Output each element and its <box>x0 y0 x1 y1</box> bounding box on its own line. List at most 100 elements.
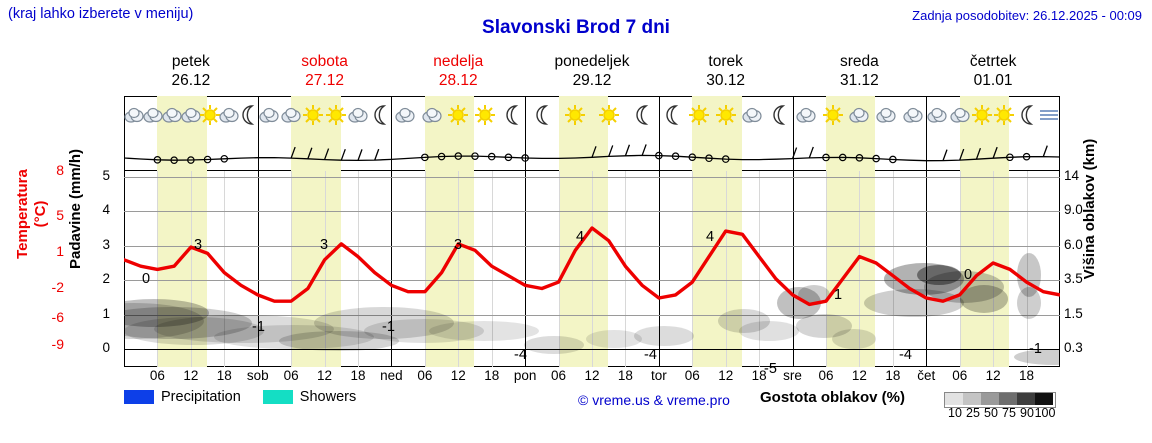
grid-line <box>458 171 460 367</box>
sky-icon-cloud <box>280 104 302 130</box>
sky-icon-cloud <box>949 104 971 130</box>
temperature-tick: 1 <box>56 243 64 259</box>
temperature-point-label: 3 <box>194 237 203 253</box>
daylight-band <box>558 140 609 171</box>
sky-icon-sun <box>564 104 586 130</box>
temperature-point-label: -4 <box>514 347 527 363</box>
wind-barb-row <box>124 144 1060 164</box>
sky-icon-cloud <box>848 104 870 130</box>
hour-tick-label: 18 <box>885 368 901 383</box>
density-swatch <box>945 393 963 405</box>
grid-line <box>391 171 393 367</box>
hour-tick-label: 12 <box>985 368 1001 383</box>
sky-icon-cloud <box>741 104 763 130</box>
temperature-tick: 5 <box>56 207 64 223</box>
hour-tick-label: 12 <box>450 368 466 383</box>
cloud-density-legend-title: Gostota oblakov (%) <box>760 389 906 406</box>
grid-line-horizontal <box>124 349 1060 350</box>
hour-tick-label: 12 <box>183 368 199 383</box>
daylight-band <box>291 171 341 367</box>
day-date: 31.12 <box>839 72 879 89</box>
hour-tick-label: 06 <box>684 368 700 383</box>
hour-tick-label: 06 <box>283 368 299 383</box>
day-header-0: petek 26.12 <box>124 52 258 90</box>
hour-tick-label: 18 <box>216 368 232 383</box>
daylight-band <box>826 140 876 171</box>
precipitation-tick: 2 <box>102 271 110 287</box>
day-name: nedelja <box>433 53 484 70</box>
grid-line-horizontal <box>124 177 1060 178</box>
temperature-point-label: -1 <box>252 319 265 335</box>
temperature-point-label: 4 <box>576 229 585 245</box>
sky-icon-moon <box>768 104 790 130</box>
density-swatch <box>981 393 999 405</box>
showers-legend-label: Showers <box>299 388 357 405</box>
grid-line <box>224 171 226 367</box>
hour-tick-label: 06 <box>551 368 567 383</box>
cloud-height-tick: 6.0 <box>1064 236 1083 252</box>
density-tick-label: 100 <box>1034 406 1056 420</box>
cloud-height-tick: 0.3 <box>1064 340 1083 355</box>
density-tick-label: 90 <box>1020 406 1034 420</box>
credit-link[interactable]: © vreme.us & vreme.pro <box>578 392 730 408</box>
grid-line <box>358 171 359 367</box>
daylight-band <box>157 140 207 171</box>
precipitation-tick: 1 <box>102 305 110 321</box>
temperature-point-label: -1 <box>382 319 395 335</box>
grid-line <box>558 171 560 367</box>
day-header-3: ponedeljek 29.12 <box>525 52 659 90</box>
sky-icon-cloud <box>161 104 183 130</box>
grid-line <box>759 171 761 367</box>
sky-icon-cloud <box>875 104 897 130</box>
density-tick-label: 10 <box>948 406 962 420</box>
showers-color-swatch <box>262 389 293 404</box>
hour-tick-label: 12 <box>718 368 734 383</box>
density-tick-label: 75 <box>1002 406 1016 420</box>
sky-icon-cloud <box>926 104 948 130</box>
grid-line <box>424 171 426 367</box>
grid-line <box>993 171 995 367</box>
temperature-point-label: -4 <box>899 347 912 363</box>
daylight-band <box>424 171 475 367</box>
hour-tick-label: sob <box>246 368 269 383</box>
cloud-height-tick: 9.0 <box>1064 202 1083 218</box>
grid-line <box>291 171 293 367</box>
sky-icon-cloud <box>180 104 202 130</box>
hour-tick-label: 18 <box>350 368 366 383</box>
legend: Precipitation Showers <box>124 388 524 412</box>
sky-icon-cloud <box>142 104 164 130</box>
sky-icon-moon <box>369 104 391 130</box>
day-name: četrtek <box>969 53 1017 70</box>
day-date: 26.12 <box>171 72 211 89</box>
cloud-density-scale <box>944 392 1056 408</box>
hour-tick-label: ned <box>380 368 403 383</box>
day-date: 29.12 <box>572 72 612 89</box>
precipitation-tick: 5 <box>102 168 110 183</box>
temperature-point-label: 3 <box>454 237 463 253</box>
page-title: Slavonski Brod 7 dni <box>482 17 670 38</box>
day-header-1: sobota 27.12 <box>258 52 392 90</box>
day-header-5: sreda 31.12 <box>793 52 927 90</box>
sky-icon-cloud <box>123 104 145 130</box>
sky-icon-sun <box>822 104 844 130</box>
hour-tick-label: 18 <box>617 368 633 383</box>
hour-tick-label: 12 <box>851 368 867 383</box>
cloud-density-scale-labels: 10 25 50 75 90 100 <box>938 406 1062 422</box>
day-separator <box>658 96 660 171</box>
day-separator <box>391 96 393 171</box>
density-swatch <box>963 393 981 405</box>
temperature-tick: -2 <box>51 279 64 295</box>
day-date: 27.12 <box>305 72 344 89</box>
sky-icon-cloud <box>218 104 240 130</box>
temperature-point-label: 0 <box>142 271 151 287</box>
sky-icon-cloud <box>795 104 817 130</box>
day-date: 28.12 <box>438 72 478 89</box>
grid-line <box>592 171 593 367</box>
hour-tick-label: 18 <box>751 368 767 383</box>
grid-line <box>525 171 527 367</box>
sky-icon-cloud <box>902 104 924 130</box>
density-swatch <box>1035 393 1053 405</box>
hour-tick-label: pon <box>513 368 537 383</box>
grid-line <box>892 171 894 367</box>
temperature-point-label: 4 <box>706 229 715 245</box>
